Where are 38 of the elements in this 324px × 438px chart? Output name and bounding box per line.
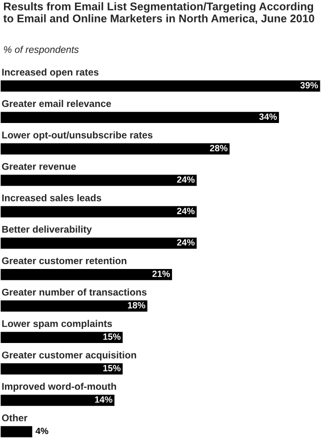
y-tick-label: Lower opt-out/unsubscribe rates (2, 131, 152, 140)
data-label: 28% (210, 144, 228, 152)
y-tick-label: Greater revenue (2, 163, 76, 170)
y-tick-label: Improved word-of-mouth (2, 382, 116, 392)
y-tick-label: Better deliverability (2, 226, 92, 235)
data-label: 4% (36, 428, 48, 434)
y-tick-label: Greater customer retention (2, 257, 126, 264)
bar (0, 110, 280, 124)
data-label: 14% (95, 396, 112, 403)
bar (0, 173, 198, 188)
y-tick-label: Greater number of transactions (2, 288, 147, 296)
data-label: 34% (259, 113, 277, 120)
data-label: 18% (128, 302, 146, 308)
chart-title: Results from Email List Segmentation/Targeting According to Email and Online Marketers in North America, June 2010 (3, 2, 314, 24)
bar (0, 236, 198, 250)
bar (0, 79, 321, 94)
y-tick-label: Greater email relevance (2, 100, 111, 108)
bar (0, 424, 34, 438)
y-tick-label: Lower spam complaints (2, 320, 112, 329)
y-tick-label: Greater customer acquisition (2, 351, 136, 360)
bar (0, 142, 231, 156)
bar (0, 268, 174, 282)
data-label: 15% (103, 364, 121, 372)
bar (0, 393, 116, 408)
data-label: 24% (177, 176, 195, 183)
data-label: 39% (300, 82, 318, 88)
bar (0, 299, 149, 313)
y-tick-label: Increased open rates (2, 68, 98, 78)
y-tick-label: Other (2, 414, 28, 422)
data-label: 15% (103, 333, 121, 340)
data-label: 24% (177, 239, 195, 246)
bar (0, 204, 198, 219)
data-label: 21% (152, 270, 170, 277)
chart-subtitle: % of respondents (4, 46, 79, 55)
bar (0, 330, 124, 344)
bar (0, 362, 124, 376)
data-label: 24% (177, 208, 195, 214)
y-tick-label: Increased sales leads (2, 194, 102, 202)
